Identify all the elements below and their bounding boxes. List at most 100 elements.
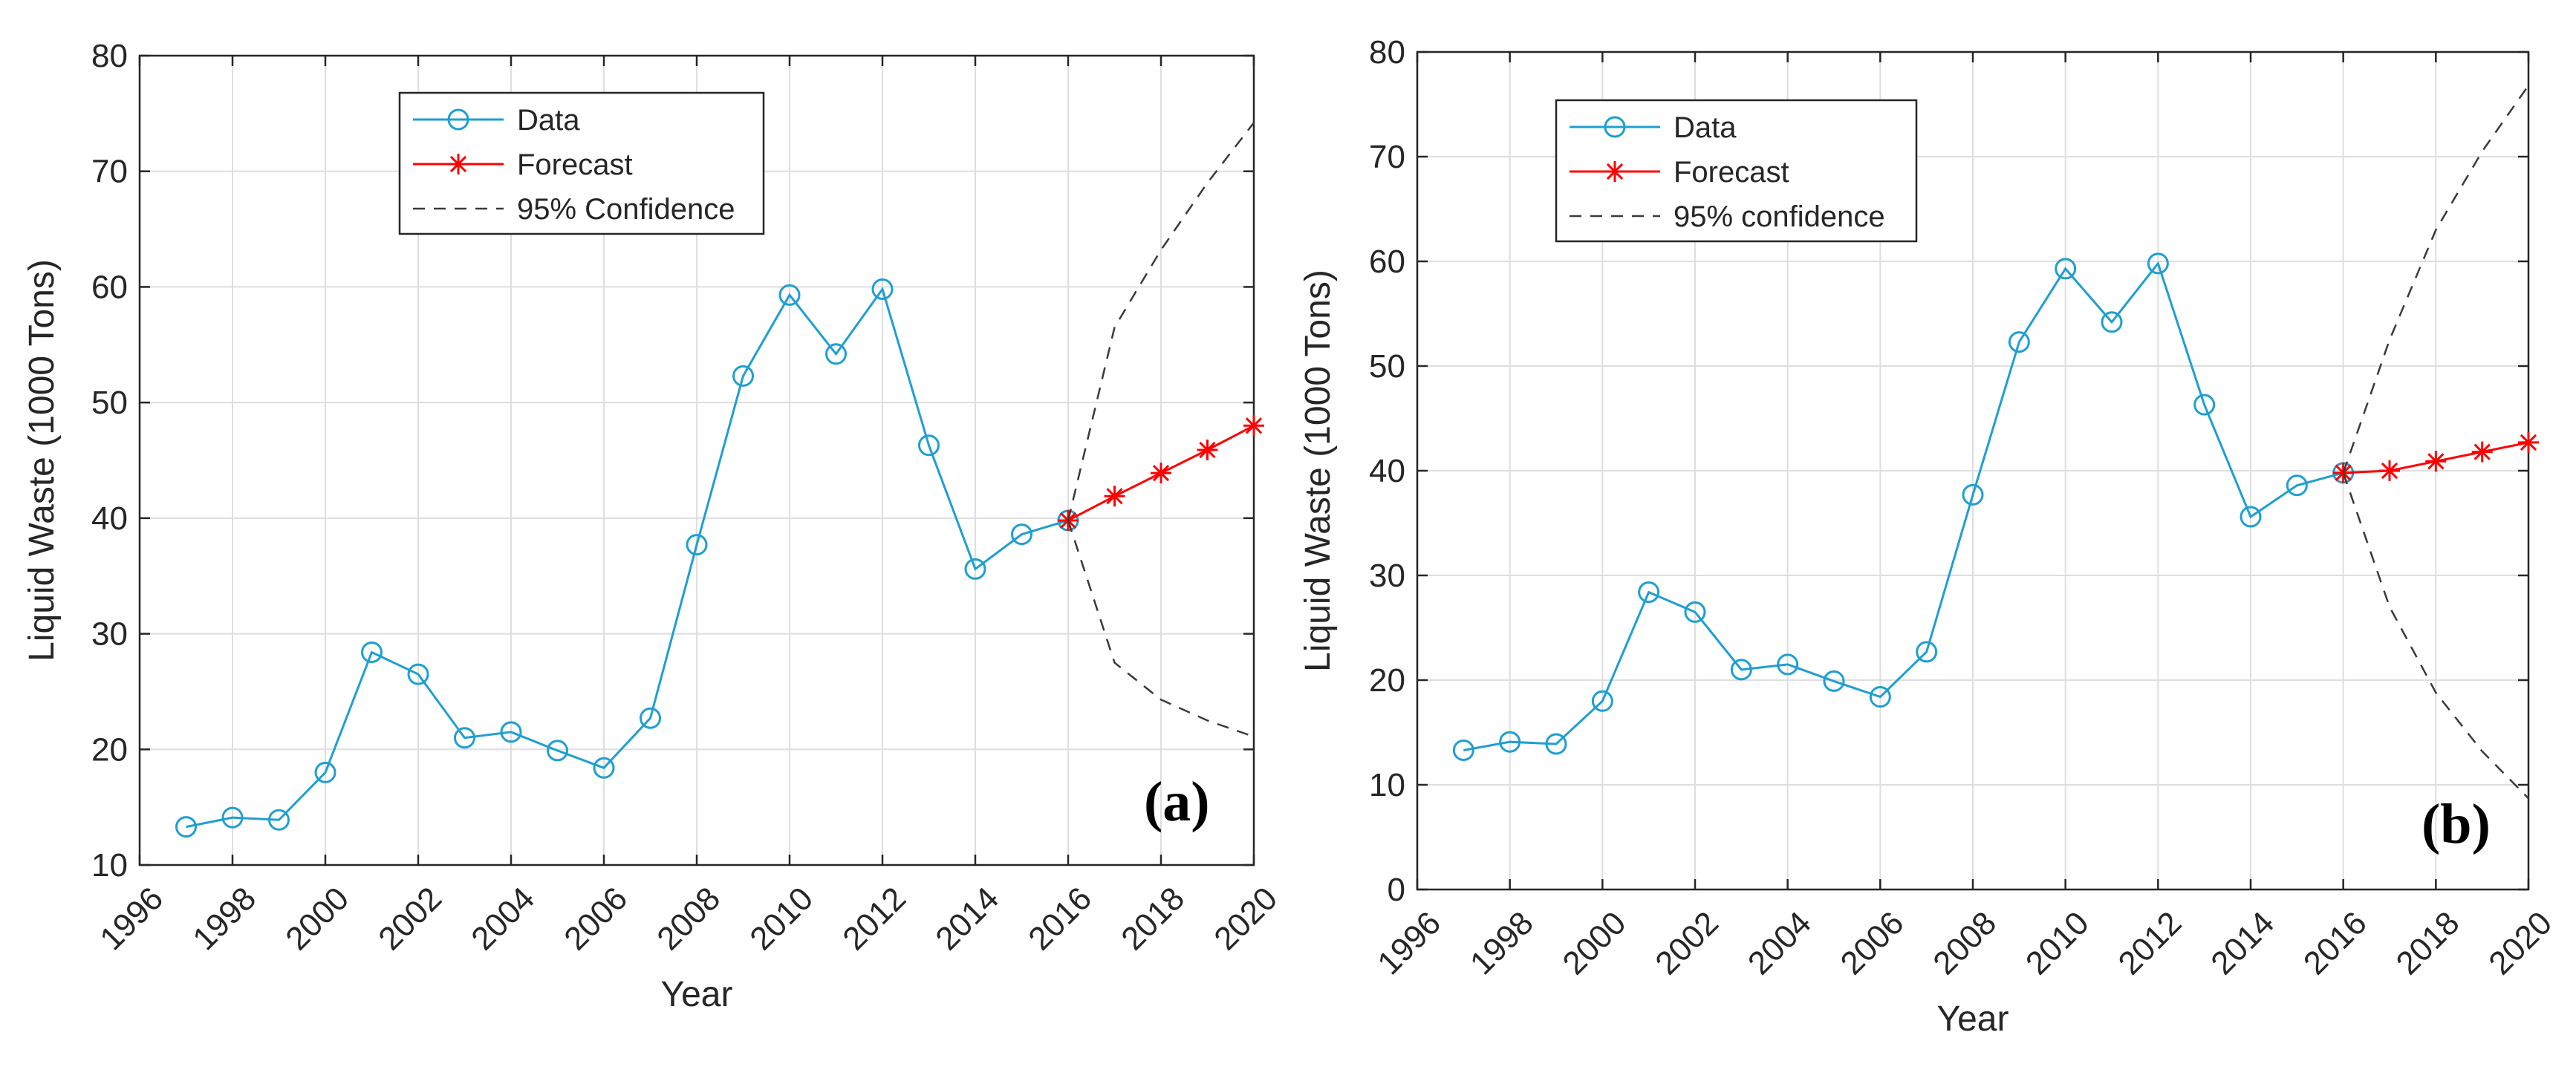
confidence-bound-upper — [1067, 122, 1255, 521]
forecast-point-shape — [1197, 439, 1218, 460]
data-point — [1730, 659, 1752, 681]
forecast-point-shape — [2425, 451, 2447, 472]
y-tick-label: 40 — [1369, 453, 1405, 489]
y-tick-label: 80 — [1369, 34, 1405, 71]
confidence-bound-lower — [2342, 472, 2529, 800]
y-tick-label: 60 — [91, 269, 128, 305]
legend-marker-shape — [448, 154, 469, 174]
legend-marker — [1604, 116, 1626, 138]
legend-entry: Forecast — [413, 148, 633, 181]
x-tick-label: 1998 — [186, 880, 263, 957]
x-tick-label: 2016 — [2297, 904, 2374, 982]
legend-entry: 95% confidence — [1570, 200, 1885, 233]
x-tick-label: 1996 — [1370, 904, 1448, 982]
x-tick-label: 2008 — [650, 880, 727, 957]
chart-a: 1996 1998 2000 2002 2004 2006 2008 2010 2012 2014… — [22, 38, 1284, 1014]
series-data — [1452, 252, 2355, 761]
legend-entry: 95% Confidence — [413, 193, 735, 226]
series-95-confidence — [2342, 85, 2530, 800]
x-tick-label: 2010 — [743, 880, 820, 957]
data-point — [1545, 733, 1567, 755]
x-tick-label: 2014 — [2204, 904, 2281, 982]
data-point — [268, 809, 290, 831]
x-tick-label: 2020 — [2482, 904, 2559, 982]
data-point — [686, 534, 708, 556]
y-tick-label: 40 — [91, 500, 128, 537]
y-tick-label: 50 — [1369, 348, 1405, 385]
legend-marker — [1604, 161, 1625, 182]
series-line — [186, 287, 1069, 829]
x-tick-label: 2004 — [464, 880, 541, 957]
forecast-point — [1243, 415, 1264, 437]
y-tick-label: 20 — [1369, 662, 1405, 699]
x-tick-label: 2008 — [1926, 904, 2003, 982]
x-tick-label: 2020 — [1207, 880, 1284, 957]
y-tick-label: 0 — [1388, 872, 1405, 908]
x-tick-label: 2016 — [1021, 880, 1099, 957]
data-point — [314, 761, 336, 783]
data-point — [2147, 252, 2169, 275]
confidence-bound-upper — [2342, 85, 2530, 474]
data-point — [1916, 641, 1938, 663]
legend-label: 95% confidence — [1674, 200, 1885, 233]
panel-label: (b) — [2421, 793, 2491, 855]
data-point — [1499, 731, 1521, 753]
forecast-point-shape — [1243, 415, 1264, 437]
data-point — [640, 707, 661, 729]
forecast-point-shape — [2518, 431, 2539, 453]
legend-label: Data — [517, 104, 580, 137]
legend: Data Forecast 95% confidence — [1555, 99, 1918, 243]
forecast-point-shape — [2379, 460, 2400, 481]
data-point — [1452, 739, 1474, 761]
data-point — [454, 727, 475, 749]
data-point — [2101, 311, 2123, 333]
x-tick-label: 2014 — [928, 880, 1006, 957]
legend-entry: Data — [413, 104, 580, 137]
y-tick-label: 20 — [91, 731, 128, 768]
y-tick-label: 70 — [1369, 139, 1405, 175]
forecast-point — [2379, 460, 2400, 481]
forecast-point — [2471, 441, 2493, 463]
data-point — [221, 806, 244, 829]
forecast-point-shape — [1151, 463, 1171, 484]
x-tick-label: 1998 — [1463, 904, 1541, 982]
x-axis-label: Year — [661, 975, 733, 1014]
x-tick-label: 1996 — [93, 880, 170, 957]
data-point — [1962, 483, 1984, 506]
data-point — [2286, 474, 2308, 497]
data-point — [1591, 690, 1613, 712]
forecast-point-shape — [2471, 441, 2493, 463]
forecast-point — [1104, 486, 1125, 507]
x-axis-label: Year — [1937, 999, 2009, 1039]
legend-entry: Data — [1570, 111, 1737, 144]
data-point — [2008, 331, 2030, 353]
x-tick-label: 2012 — [836, 880, 913, 957]
y-tick-label: 10 — [91, 847, 128, 884]
legend-label: Forecast — [1674, 156, 1789, 189]
legend-entry: Forecast — [1570, 156, 1789, 189]
data-point — [1777, 653, 1799, 676]
legend: Data Forecast 95% Confidence — [398, 91, 765, 235]
data-point — [1823, 670, 1845, 692]
data-point — [871, 278, 894, 301]
x-tick-label: 2004 — [1741, 904, 1818, 982]
y-tick-label: 80 — [91, 38, 128, 74]
data-point — [778, 284, 801, 306]
data-point — [1011, 523, 1032, 546]
confidence-bound-lower — [1067, 520, 1255, 738]
data-point — [500, 721, 522, 743]
data-point — [407, 663, 429, 685]
y-tick-label: 30 — [91, 616, 128, 653]
x-tick-label: 2002 — [371, 880, 449, 957]
data-point — [1638, 581, 1660, 604]
legend-label: Data — [1674, 111, 1737, 144]
x-tick-label: 2006 — [557, 880, 634, 957]
x-tick-label: 2000 — [1556, 904, 1633, 982]
y-tick-label: 50 — [91, 385, 128, 421]
data-point — [1869, 686, 1891, 708]
x-tick-label: 2010 — [2019, 904, 2096, 982]
data-point — [2055, 258, 2077, 280]
data-point — [825, 343, 847, 365]
y-tick-label: 60 — [1369, 244, 1405, 280]
